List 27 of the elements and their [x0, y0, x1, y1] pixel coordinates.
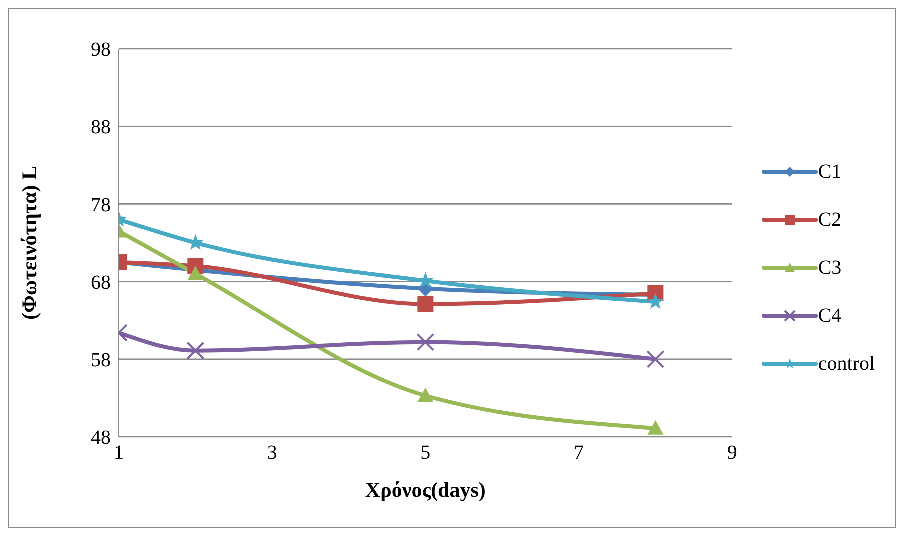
point	[418, 388, 434, 402]
legend-label: C3	[818, 256, 842, 280]
y-tick-label: 48	[91, 427, 111, 450]
point	[418, 296, 434, 312]
x-tick-label: 9	[727, 442, 738, 464]
y-tick-label: 88	[91, 116, 111, 139]
legend-label: C2	[818, 208, 842, 232]
point	[648, 420, 664, 435]
point	[646, 350, 665, 368]
point	[188, 266, 204, 280]
x-axis-title: Χρόνος(days)	[365, 478, 486, 502]
point	[647, 293, 664, 310]
x-tick-label: 5	[420, 442, 431, 464]
y-tick-label: 68	[91, 272, 111, 294]
y-tick-label: 98	[91, 39, 111, 62]
x-tick-label: 1	[114, 442, 124, 464]
legend-label: C4	[818, 304, 842, 328]
point	[416, 333, 435, 352]
legend-label: control	[818, 352, 875, 376]
x-tick-label: 3	[267, 442, 278, 464]
y-tick-label: 78	[91, 194, 111, 216]
y-tick-label: 58	[91, 350, 111, 372]
point	[417, 272, 434, 288]
y-axis-title: (Φωτεινότητα) L	[17, 166, 42, 320]
legend-label: C1	[818, 160, 842, 184]
x-tick-label: 7	[574, 442, 584, 464]
point	[186, 342, 205, 360]
